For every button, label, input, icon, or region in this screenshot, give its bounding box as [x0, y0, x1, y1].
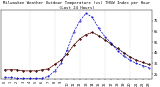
- Title: Milwaukee Weather Outdoor Temperature (vs) THSW Index per Hour (Last 24 Hours): Milwaukee Weather Outdoor Temperature (v…: [3, 1, 150, 10]
